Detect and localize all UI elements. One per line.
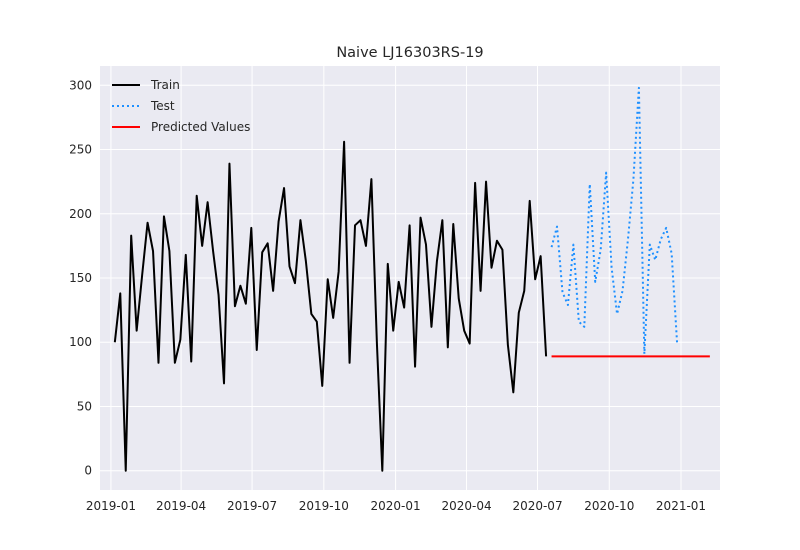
legend-label-test: Test [150,99,175,113]
legend: Train Test Predicted Values [112,78,250,134]
series-train-line [113,140,548,472]
x-tick-label-0: 2019-01 [86,499,136,513]
legend-label-train: Train [150,78,180,92]
x-tick-label-5: 2020-04 [441,499,491,513]
series-layer [113,86,710,472]
legend-label-predicted-values: Predicted Values [151,120,250,134]
x-tick-label-4: 2020-01 [371,499,421,513]
x-tick-label-3: 2019-10 [299,499,349,513]
y-tick-label-5: 250 [69,143,92,157]
series-test-line [550,86,679,355]
y-tick-label-6: 300 [69,78,92,92]
y-axis: 0 50 100 150 200 250 300 [69,78,92,477]
chart-title: Naive LJ16303RS-19 [336,45,483,61]
y-tick-label-3: 150 [69,271,92,285]
y-tick-label-0: 0 [84,464,92,478]
x-tick-label-8: 2021-01 [656,499,706,513]
x-tick-label-2: 2019-07 [227,499,277,513]
y-tick-label-2: 100 [69,335,92,349]
x-tick-label-7: 2020-10 [584,499,634,513]
y-tick-label-1: 50 [77,399,92,413]
x-tick-label-6: 2020-07 [512,499,562,513]
x-axis: 2019-01 2019-04 2019-07 2019-10 2020-01 2020-… [86,499,706,513]
y-tick-label-4: 200 [69,207,92,221]
x-tick-label-1: 2019-04 [156,499,206,513]
grid [100,66,720,490]
